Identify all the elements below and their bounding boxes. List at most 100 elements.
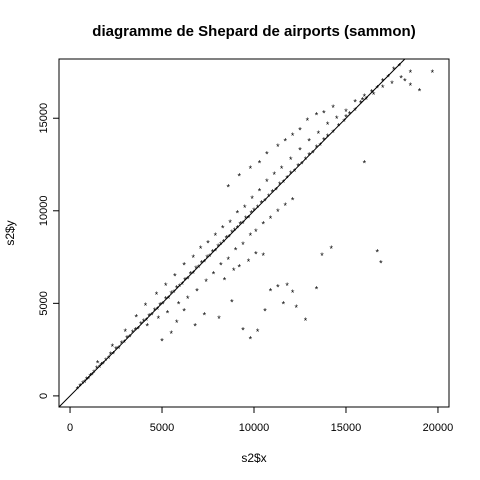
data-point: * — [291, 196, 295, 206]
data-point: * — [298, 125, 302, 135]
data-point: * — [254, 227, 258, 237]
data-point: * — [249, 209, 253, 219]
y-tick-label: 0 — [38, 393, 50, 399]
data-point: * — [282, 178, 286, 188]
data-point: * — [104, 356, 108, 366]
data-point: * — [331, 128, 335, 138]
data-point: * — [348, 110, 352, 120]
data-point: * — [230, 297, 234, 307]
data-point: * — [306, 116, 310, 126]
data-point: * — [155, 290, 159, 300]
data-point: * — [263, 197, 267, 207]
data-point: * — [173, 272, 177, 282]
data-point: * — [223, 275, 227, 285]
data-point: * — [169, 329, 173, 339]
data-point: * — [189, 270, 193, 280]
data-point: * — [107, 354, 111, 364]
data-point: * — [186, 294, 190, 304]
data-point: * — [326, 132, 330, 142]
data-point: * — [241, 219, 245, 229]
data-point: * — [145, 316, 149, 326]
data-point: * — [269, 214, 273, 224]
data-point: * — [271, 187, 275, 197]
data-point: * — [361, 96, 365, 106]
data-point: * — [112, 349, 116, 359]
data-point: * — [315, 285, 319, 295]
data-point: * — [117, 344, 121, 354]
data-point: * — [249, 164, 253, 174]
data-point: * — [254, 249, 258, 259]
data-point: * — [370, 87, 374, 97]
data-point: * — [379, 259, 383, 269]
data-point: * — [123, 338, 127, 348]
data-point: * — [247, 213, 251, 223]
data-point: * — [150, 310, 154, 320]
data-point: * — [205, 253, 209, 263]
data-point: * — [353, 106, 357, 116]
data-point: * — [214, 231, 218, 241]
data-point: * — [298, 146, 302, 156]
data-point: * — [144, 301, 148, 311]
data-point: * — [284, 201, 288, 211]
data-point: * — [409, 81, 413, 91]
data-point: * — [372, 90, 376, 100]
data-point: * — [222, 237, 226, 247]
data-point: * — [238, 220, 242, 230]
data-point: * — [125, 334, 129, 344]
data-point: * — [304, 316, 308, 326]
data-point: * — [304, 155, 308, 165]
x-axis-label: s2$x — [241, 451, 266, 465]
data-point: * — [76, 384, 80, 394]
data-point: * — [276, 207, 280, 217]
data-point: * — [311, 148, 315, 158]
data-point: * — [238, 172, 242, 182]
data-point: * — [192, 269, 196, 279]
data-point: * — [208, 252, 212, 262]
data-point: * — [247, 257, 251, 267]
data-point: * — [180, 280, 184, 290]
data-point: * — [280, 164, 284, 174]
data-point: * — [166, 309, 170, 319]
data-point: * — [398, 61, 402, 71]
data-point: * — [363, 159, 367, 169]
data-point: * — [78, 382, 82, 392]
y-tick-label: 15000 — [38, 103, 50, 134]
data-point: * — [92, 368, 96, 378]
y-tick-label: 5000 — [38, 291, 50, 315]
data-point: * — [274, 186, 278, 196]
data-point: * — [96, 359, 100, 369]
data-points: * * ******* * *** * ** * * * * * * * * * * * * * * * * * * * * * * * *… — [76, 61, 435, 394]
data-point: * — [276, 283, 280, 293]
data-point: * — [85, 375, 89, 385]
data-point: * — [296, 161, 300, 171]
data-point: * — [164, 295, 168, 305]
data-point: * — [225, 234, 229, 244]
data-point: * — [234, 246, 238, 256]
data-point: * — [219, 240, 223, 250]
data-point: * — [258, 159, 262, 169]
data-point: * — [95, 364, 99, 374]
data-point: * — [375, 248, 379, 258]
data-point: * — [244, 214, 248, 224]
data-point: * — [139, 320, 143, 330]
data-point: * — [81, 379, 85, 389]
data-point: * — [172, 288, 176, 298]
data-point: * — [90, 371, 94, 381]
data-point: * — [236, 223, 240, 233]
data-point: * — [295, 303, 299, 313]
data-point: * — [241, 325, 245, 335]
data-point: * — [183, 275, 187, 285]
data-point: * — [285, 281, 289, 291]
data-point: * — [381, 76, 385, 86]
data-point: * — [134, 325, 138, 335]
data-point: * — [263, 307, 267, 317]
data-point: * — [212, 270, 216, 280]
data-point: * — [178, 282, 182, 292]
data-point: * — [203, 258, 207, 268]
data-point: * — [307, 136, 311, 146]
data-point: * — [269, 286, 273, 296]
data-point: * — [399, 74, 403, 84]
data-point: * — [330, 244, 334, 254]
data-point: * — [226, 255, 230, 265]
